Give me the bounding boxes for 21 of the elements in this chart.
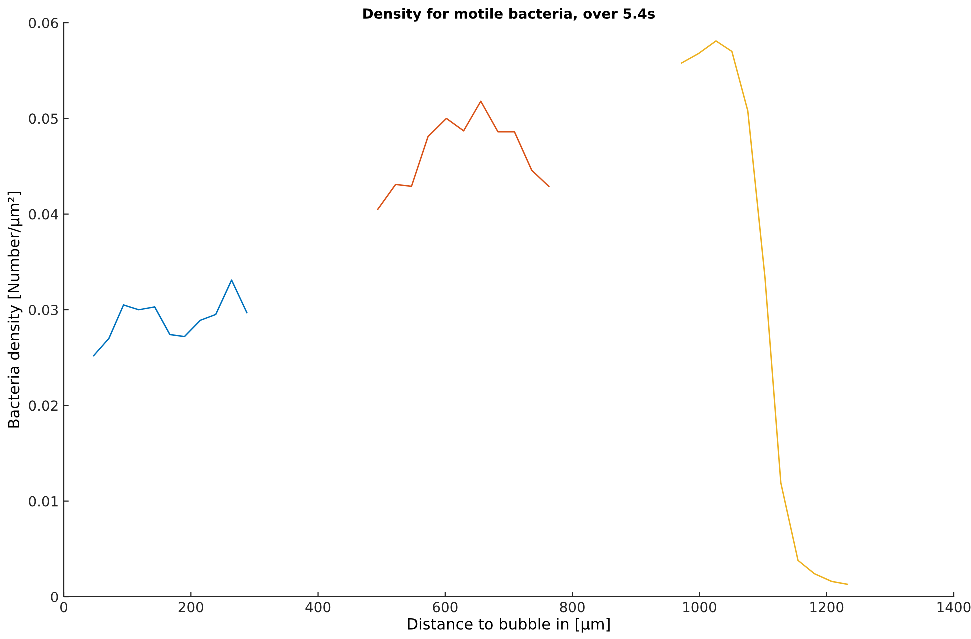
chart-title: Density for motile bacteria, over 5.4s bbox=[364, 8, 656, 22]
x-tick-label: 1200 bbox=[810, 602, 844, 613]
x-tick-label: 0 bbox=[60, 602, 68, 613]
y-tick-label: 0.05 bbox=[29, 114, 58, 124]
x-tick-label: 200 bbox=[178, 602, 204, 613]
line-series bbox=[377, 100, 550, 210]
x-axis-title: Distance to bubble in [μm] bbox=[408, 618, 610, 633]
x-tick-label: 1400 bbox=[938, 602, 971, 613]
y-tick-label: 0 bbox=[51, 592, 58, 602]
line-series bbox=[93, 280, 248, 357]
x-tick-label: 1000 bbox=[684, 602, 716, 613]
y-axis-title: Bacteria density [Number/μm²] bbox=[8, 192, 23, 428]
y-tick-label: 0.01 bbox=[29, 496, 58, 507]
y-tick-label: 0.03 bbox=[29, 304, 58, 316]
x-tick-label: 800 bbox=[560, 602, 585, 613]
y-tick-label: 0.04 bbox=[29, 209, 58, 220]
y-tick-label: 0.02 bbox=[29, 400, 58, 412]
x-tick-label: 600 bbox=[433, 602, 458, 613]
line-series bbox=[681, 40, 849, 586]
x-tick-label: 400 bbox=[306, 602, 331, 613]
y-tick-label: 0.06 bbox=[29, 18, 58, 28]
